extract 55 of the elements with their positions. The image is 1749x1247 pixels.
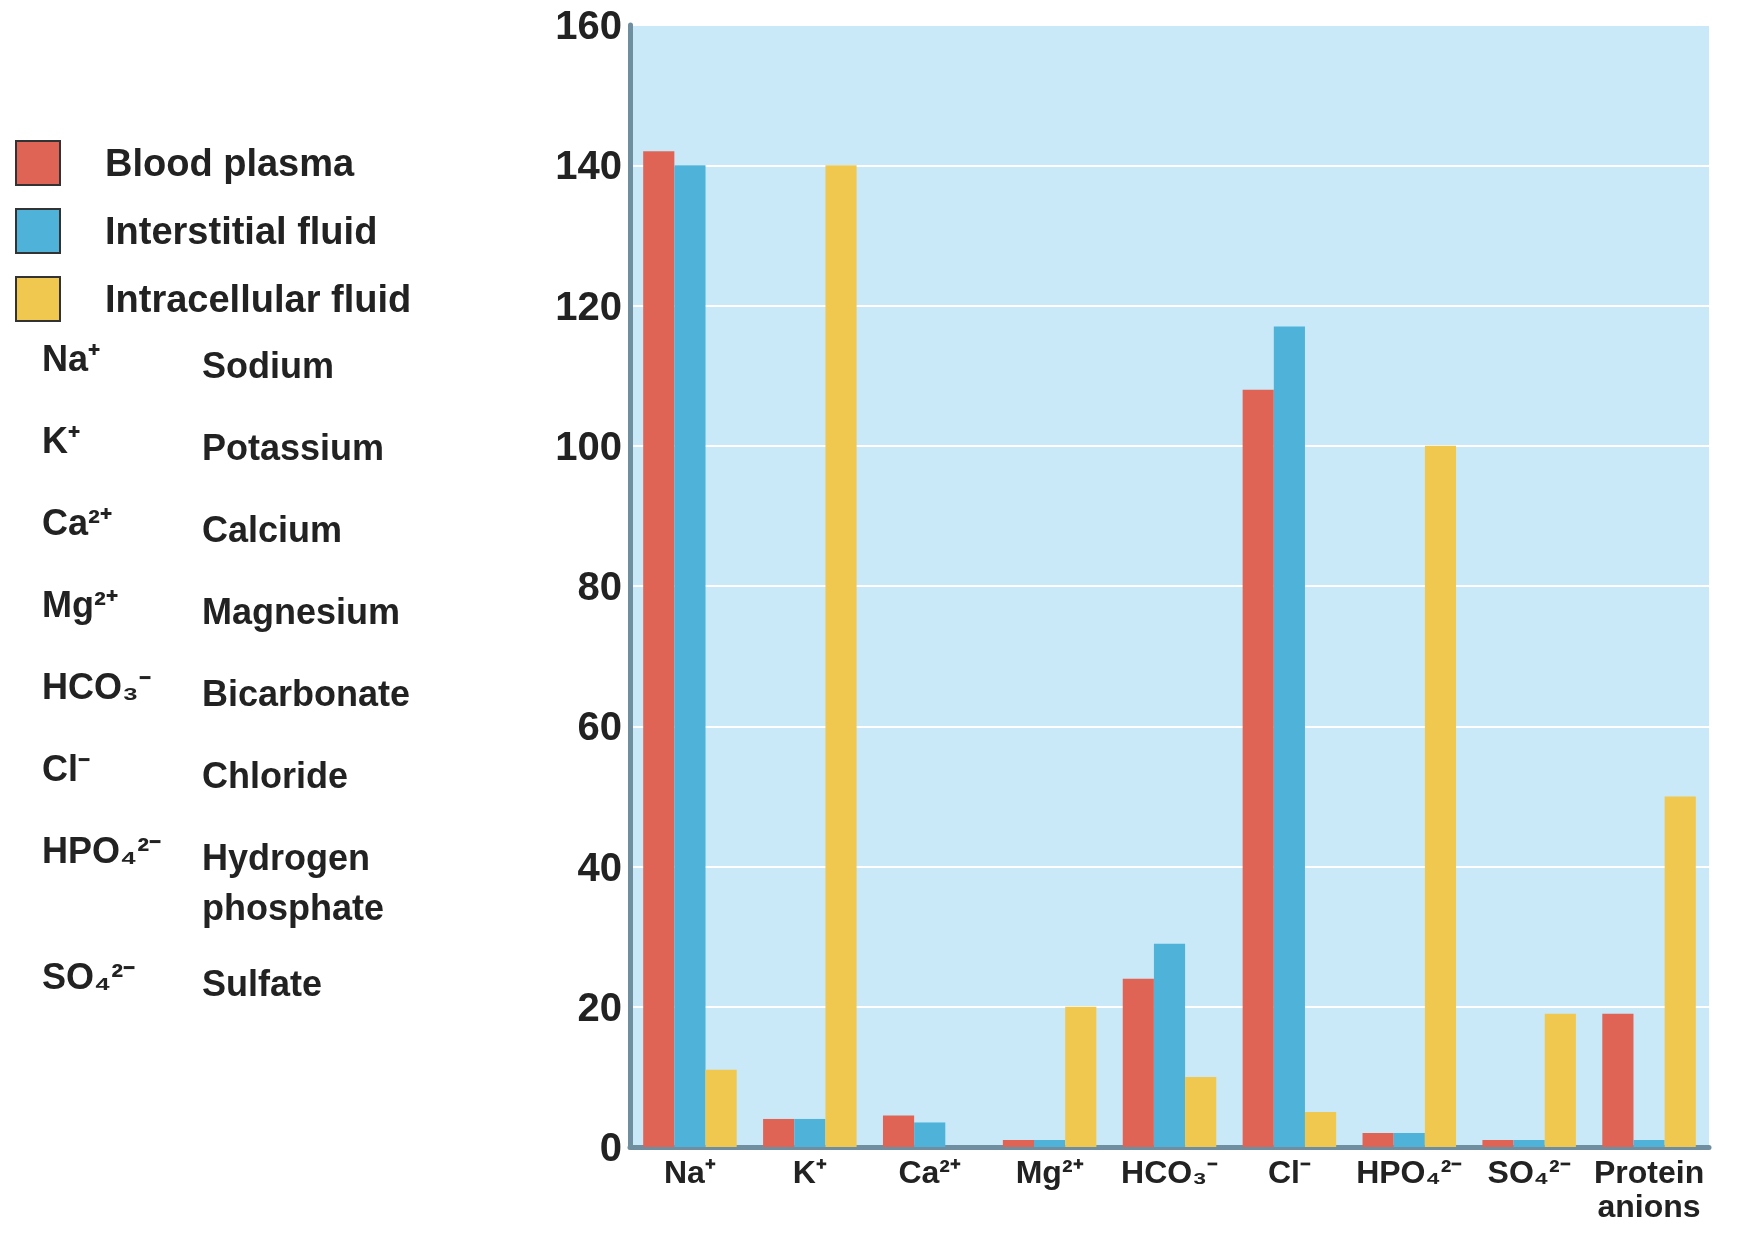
x-tick-label: Mg²⁺: [1015, 1154, 1084, 1190]
y-tick-label: 20: [577, 984, 622, 1029]
bar: [643, 151, 675, 1147]
x-tick-label: Cl⁻: [1267, 1154, 1311, 1190]
bar: [1393, 1132, 1425, 1147]
y-tick-label: 100: [555, 423, 622, 468]
text: HCO₃⁻ Bicarbonate: [42, 665, 411, 714]
bar: [794, 1118, 826, 1147]
bar: [914, 1122, 946, 1147]
y-tick-label: 80: [577, 564, 622, 608]
text: Mg²⁺ Magnesium: [42, 583, 401, 632]
text: Ca²⁺ Calcium: [42, 501, 343, 550]
bar: [882, 1115, 915, 1147]
bar: [1034, 1139, 1066, 1147]
bar: [1513, 1139, 1545, 1147]
x-tick-label: K⁺: [792, 1154, 827, 1190]
legend-label: Interstitial fluid: [105, 210, 378, 252]
bar: [1065, 1006, 1097, 1147]
legend-label: Blood plasma: [105, 142, 356, 184]
bar: [705, 1069, 737, 1147]
bar: [1424, 445, 1457, 1147]
bar: [1185, 1076, 1217, 1147]
bar: [1304, 1111, 1337, 1147]
x-tick-label: HPO₄²⁻: [1356, 1154, 1463, 1190]
text: HPO₄²⁻ Hydrogen phosphate: [42, 829, 385, 928]
x-tick-label: SO₄²⁻: [1487, 1154, 1571, 1190]
bar: [1362, 1132, 1394, 1147]
bar: [1602, 1013, 1634, 1147]
text: Na⁺ Sodium: [42, 337, 334, 386]
bar: [674, 165, 706, 1147]
x-tick-label: Ca²⁺: [898, 1154, 961, 1190]
y-tick-label: 140: [555, 143, 622, 188]
y-tick-label: 160: [555, 3, 622, 47]
bar: [1122, 978, 1154, 1147]
x-tick-label: Na⁺: [663, 1154, 716, 1190]
bar: [1633, 1139, 1665, 1147]
legend-label: Intracellular fluid: [105, 278, 412, 320]
y-tick-label: 120: [555, 283, 622, 328]
bar: [1242, 389, 1274, 1147]
bar: [1002, 1139, 1035, 1147]
y-tick-label: 60: [577, 704, 622, 749]
bar: [763, 1118, 795, 1147]
text: K⁺ Potassium: [42, 419, 385, 468]
bar: [1153, 943, 1186, 1147]
bar: [825, 165, 857, 1147]
x-tick-label: HCO₃⁻: [1121, 1154, 1218, 1190]
bar: [1273, 326, 1305, 1147]
text: Cl⁻ Chloride: [42, 747, 349, 796]
x-tick-label: Protein anions: [1593, 1154, 1705, 1224]
bar: [1664, 796, 1696, 1147]
bar: [1482, 1139, 1514, 1147]
text: SO₄²⁻ Sulfate: [42, 955, 323, 1004]
bar: [1544, 1013, 1576, 1147]
y-tick-label: 40: [577, 844, 622, 889]
y-tick-label: 0: [599, 1125, 622, 1169]
